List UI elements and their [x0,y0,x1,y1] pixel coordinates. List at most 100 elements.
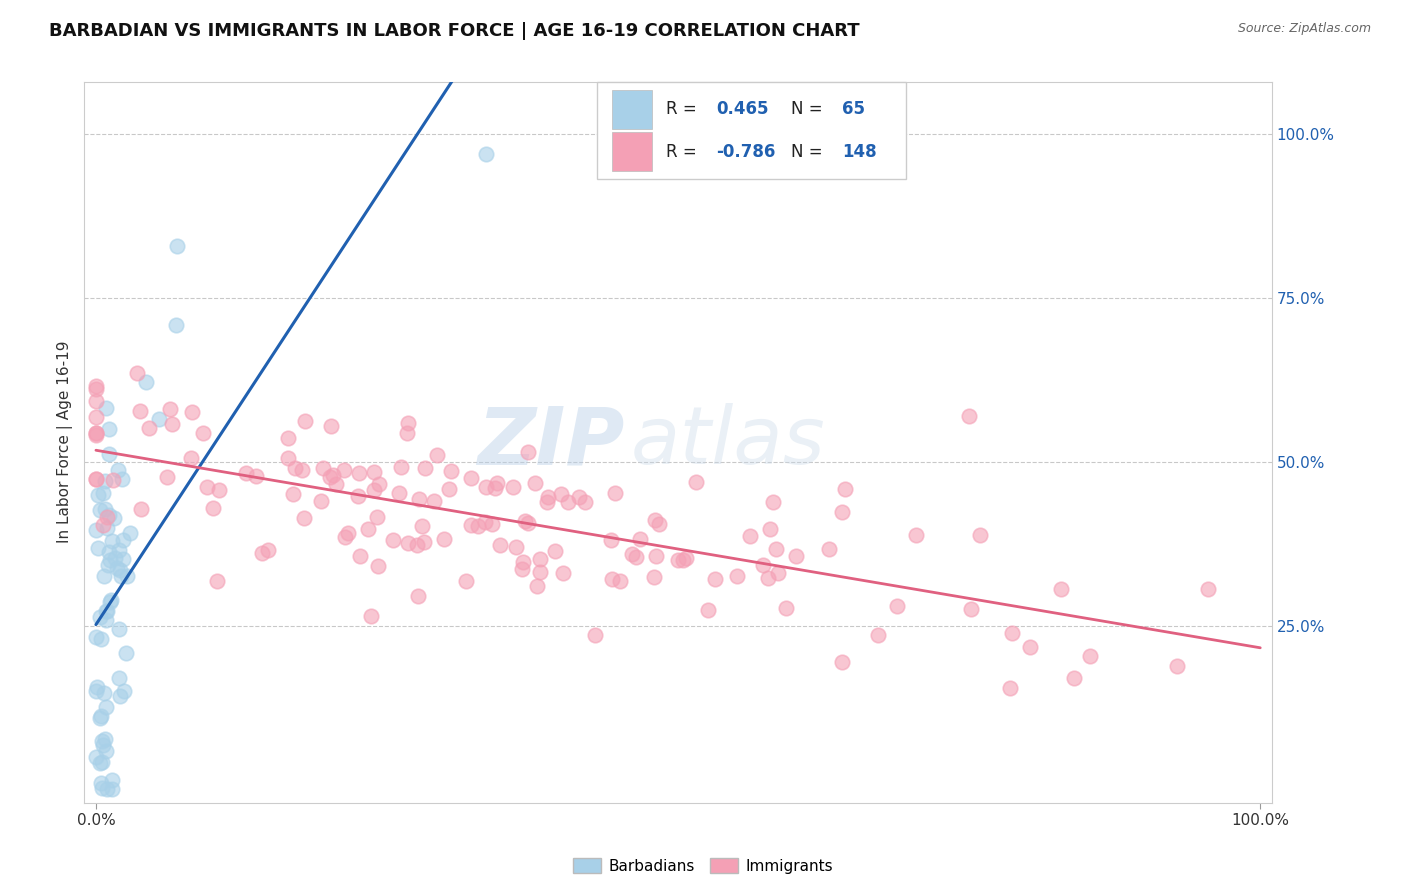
Text: N =: N = [792,143,828,161]
Point [129,404,152,418]
Point [1000,681,1022,695]
Point [98,508,121,523]
Point [762,495,785,509]
Point [1063,671,1085,685]
Point [666,553,689,567]
Point [886,599,908,613]
Point [108,622,131,636]
Point [114,647,136,661]
Point [426,448,449,462]
Point [101,772,124,787]
Point [86,472,108,486]
Point [103,473,125,487]
Point [346,489,368,503]
Point [775,601,797,615]
Point [193,425,215,440]
Point [349,549,371,563]
Point [583,628,606,642]
Point [366,509,388,524]
Point [89,756,111,770]
Point [603,486,626,500]
Text: ZIP: ZIP [477,403,624,481]
Point [609,574,631,588]
Point [84,425,107,440]
Point [1050,582,1073,597]
Point [423,494,446,508]
Point [388,486,411,500]
Point [94,604,117,618]
Point [195,480,218,494]
Text: N =: N = [792,100,828,118]
Point [411,519,433,533]
Point [86,683,108,698]
Point [89,711,111,725]
Point [100,593,122,607]
Point [756,571,779,585]
Point [356,522,378,536]
Point [115,569,138,583]
Point [97,447,120,461]
Point [94,475,117,489]
Point [460,518,482,533]
Point [475,480,498,494]
Point [738,529,761,543]
Point [84,393,107,408]
Point [415,461,437,475]
Point [86,541,108,555]
Point [485,476,508,491]
Point [148,412,170,426]
Point [108,543,131,558]
Point [201,501,224,516]
Point [831,655,853,669]
Point [166,238,188,252]
Point [502,480,524,494]
Point [333,463,356,477]
Point [752,558,775,572]
Text: atlas: atlas [630,403,825,481]
Point [1197,582,1219,597]
Point [1001,626,1024,640]
Point [347,467,370,481]
Point [517,516,540,530]
Point [505,541,527,555]
Point [277,451,299,466]
Point [96,604,118,618]
Point [866,627,889,641]
Point [600,573,623,587]
Point [294,414,316,428]
Point [544,544,567,558]
Point [94,700,117,714]
Point [408,491,430,506]
Point [156,470,179,484]
Point [325,477,347,491]
Point [91,485,114,500]
Y-axis label: In Labor Force | Age 16-19: In Labor Force | Age 16-19 [58,341,73,543]
Point [180,450,202,465]
Point [104,550,127,565]
Point [112,683,135,698]
Point [91,734,114,748]
Point [91,517,114,532]
Point [648,517,671,532]
Point [367,559,389,574]
Point [512,555,534,569]
Point [319,470,342,484]
Point [600,533,623,547]
Text: 0.465: 0.465 [716,100,769,118]
Point [957,409,980,423]
Point [292,510,315,524]
Point [94,613,117,627]
Point [86,680,108,694]
Point [336,526,359,541]
Point [440,464,463,478]
Point [396,425,419,440]
Point [969,528,991,542]
Point [831,505,853,519]
Point [84,379,107,393]
Point [84,383,107,397]
Point [536,495,558,509]
Point [205,574,228,588]
Point [283,487,305,501]
Text: -0.786: -0.786 [716,143,776,161]
Point [553,566,575,581]
